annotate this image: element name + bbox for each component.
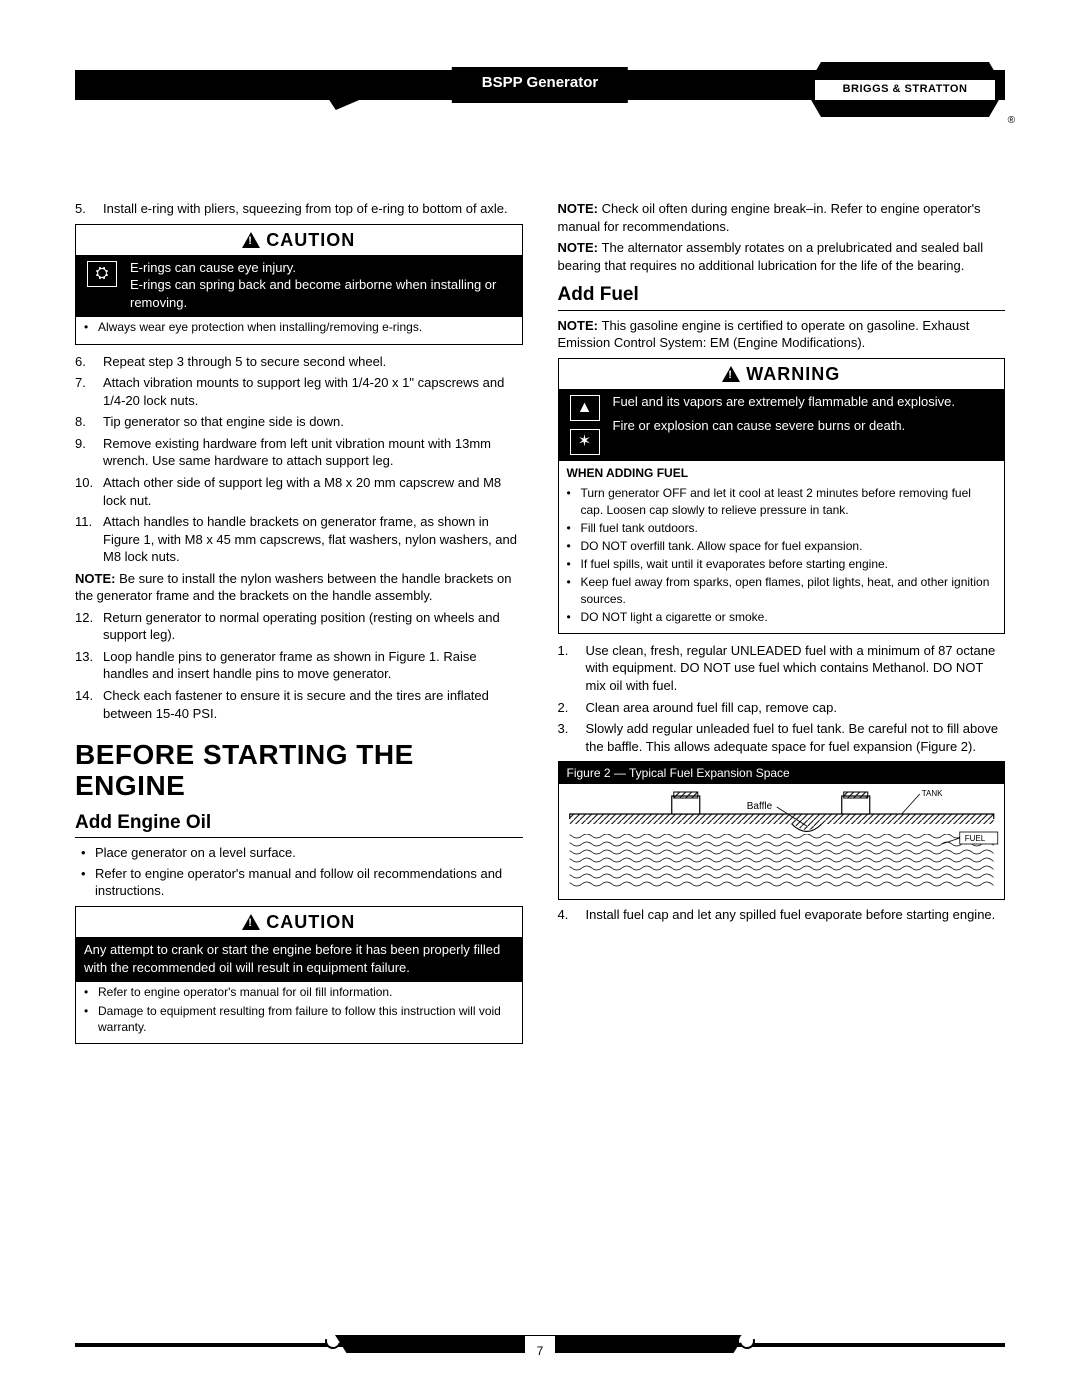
step-11: 11.Attach handles to handle brackets on … [75,513,523,566]
label-fuel: FUEL [964,834,985,843]
fire-icon: ▲ [570,395,600,421]
figure-2: Figure 2 — Typical Fuel Expansion Space [558,761,1006,900]
warn-b4: If fuel spills, wait until it evaporates… [567,556,997,572]
warning-title: WARNING [746,362,840,386]
caution-oil-title: CAUTION [266,910,355,934]
warning-triangle-icon [722,366,740,382]
header-arrow [321,100,359,110]
step-6: 6.Repeat step 3 through 5 to secure seco… [75,353,523,371]
caution-title: CAUTION [266,228,355,252]
warning-triangle-icon [242,914,260,930]
warning-triangle-icon [242,232,260,248]
right-column: NOTE: Check oil often during engine brea… [558,200,1006,1052]
label-tank: TANK [921,789,942,798]
figure-caption: Figure 2 — Typical Fuel Expansion Space [559,762,1005,784]
fuel-step-1: 1.Use clean, fresh, regular UNLEADED fue… [558,642,1006,695]
caution-oil-b1: Refer to engine operator's manual for oi… [84,984,514,1000]
caution-oil-header: CAUTION [76,907,522,937]
figure-illustration: Baffle TANK FUEL [559,784,1005,899]
caution-line2: E-rings can spring back and become airbo… [130,276,514,311]
warning-msg1: Fuel and its vapors are extremely flamma… [613,393,997,411]
explosion-icon: ✶ [570,429,600,455]
caution-oil-msg: Any attempt to crank or start the engine… [76,937,522,982]
step-7: 7.Attach vibration mounts to support leg… [75,374,523,409]
note-alternator: NOTE: The alternator assembly rotates on… [558,239,1006,274]
step-10: 10.Attach other side of support leg with… [75,474,523,509]
warn-b6: DO NOT light a cigarette or smoke. [567,609,997,625]
note-gasoline: NOTE: This gasoline engine is certified … [558,317,1006,352]
warn-b2: Fill fuel tank outdoors. [567,520,997,536]
note-washers: NOTE: Be sure to install the nylon washe… [75,570,523,605]
brand-logo: BRIGGS & STRATTON ® [805,62,1005,117]
caution-oil-b2: Damage to equipment resulting from failu… [84,1003,514,1035]
step-9: 9.Remove existing hardware from left uni… [75,435,523,470]
warn-b5: Keep fuel away from sparks, open flames,… [567,574,997,606]
fuel-step-2: 2.Clean area around fuel fill cap, remov… [558,699,1006,717]
caution-erings: CAUTION ⛭ E-rings can cause eye injury. … [75,224,523,345]
step-13: 13.Loop handle pins to generator frame a… [75,648,523,683]
subsection-add-fuel: Add Fuel [558,282,1006,311]
fuel-step-4: 4.Install fuel cap and let any spilled f… [558,906,1006,924]
subsection-add-oil: Add Engine Oil [75,810,523,839]
fuel-step-3: 3.Slowly add regular unleaded fuel to fu… [558,720,1006,755]
brand-text: BRIGGS & STRATTON [815,80,995,100]
note-breakin: NOTE: Check oil often during engine brea… [558,200,1006,235]
step-5: 5.Install e-ring with pliers, squeezing … [75,200,523,218]
caution-line1: E-rings can cause eye injury. [130,259,514,277]
page-number: 7 [525,1336,555,1359]
step-8: 8.Tip generator so that engine side is d… [75,413,523,431]
step-14: 14.Check each fastener to ensure it is s… [75,687,523,722]
warning-header: WARNING [559,359,1005,389]
product-name: BSPP Generator [452,67,628,103]
page-footer: 7 [75,1343,1005,1347]
label-baffle: Baffle [746,801,772,812]
registered-mark: ® [1008,114,1015,128]
warn-b3: DO NOT overfill tank. Allow space for fu… [567,538,997,554]
footer-scroll-right [736,1330,758,1352]
step-12: 12.Return generator to normal operating … [75,609,523,644]
left-column: 5.Install e-ring with pliers, squeezing … [75,200,523,1052]
caution-oil: CAUTION Any attempt to crank or start th… [75,906,523,1044]
page-header: BSPP Generator BRIGGS & STRATTON ® [75,70,1005,110]
warning-fuel: WARNING ▲ ✶ Fuel and its vapors are extr… [558,358,1006,634]
section-before-starting: BEFORE STARTING THE ENGINE [75,740,523,802]
warn-b1: Turn generator OFF and let it cool at le… [567,485,997,517]
goggles-icon: ⛭ [87,261,117,287]
caution-bullet: Always wear eye protection when installi… [84,319,514,335]
oil-bullet-1: Place generator on a level surface. [95,844,523,862]
caution-header: CAUTION [76,225,522,255]
warning-subheading: WHEN ADDING FUEL [559,461,1005,483]
warning-msg2: Fire or explosion can cause severe burns… [613,417,997,435]
oil-bullet-2: Refer to engine operator's manual and fo… [95,865,523,900]
